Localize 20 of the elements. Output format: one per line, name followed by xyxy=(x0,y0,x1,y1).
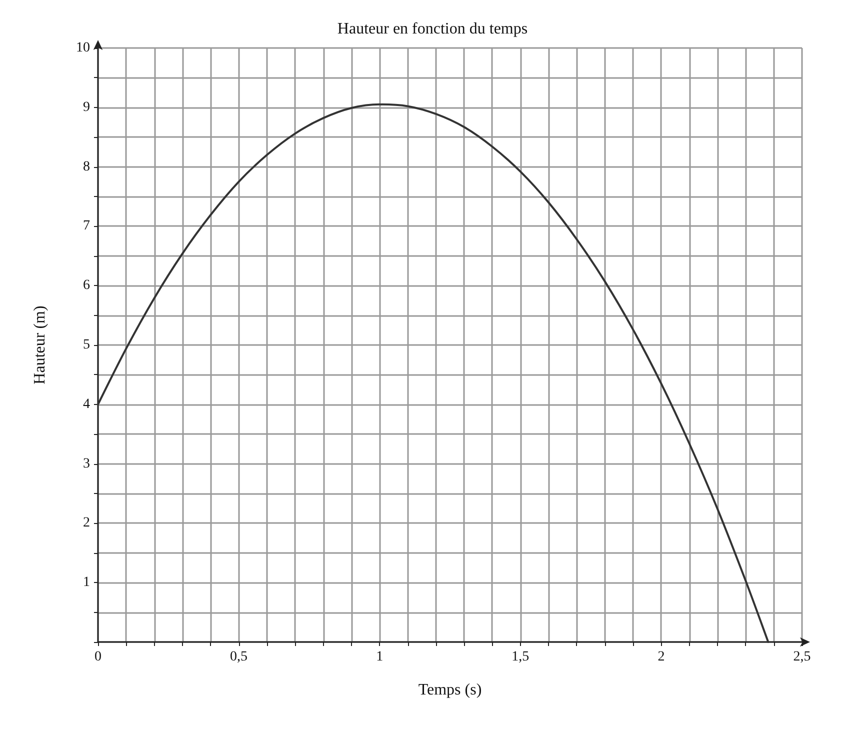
x-axis-title: Temps (s) xyxy=(418,682,482,698)
y-tick-label: 5 xyxy=(83,338,90,352)
y-tick-label: 9 xyxy=(83,100,90,115)
x-tick-label: 1,5 xyxy=(512,650,530,664)
y-tick-label: 10 xyxy=(76,40,90,56)
y-tick-label: 2 xyxy=(83,516,90,531)
y-tick-label: 7 xyxy=(83,218,90,234)
x-tick-label: 1 xyxy=(376,650,384,664)
y-tick-label: 6 xyxy=(83,278,90,294)
line-series xyxy=(97,103,770,643)
x-tick-label: 2 xyxy=(658,650,665,664)
y-tick-label: 3 xyxy=(83,456,90,472)
x-tick-label: 0 xyxy=(94,650,102,664)
y-axis-title: Hauteur (m) xyxy=(32,306,48,384)
y-tick-label: 1 xyxy=(83,575,90,590)
chart-title: Hauteur en fonction du temps xyxy=(337,20,528,38)
y-tick-label: 8 xyxy=(83,159,90,174)
x-tick-label: 2,5 xyxy=(793,650,811,664)
x-tick-label: 0,5 xyxy=(230,650,248,664)
y-tick-label: 4 xyxy=(83,396,90,412)
